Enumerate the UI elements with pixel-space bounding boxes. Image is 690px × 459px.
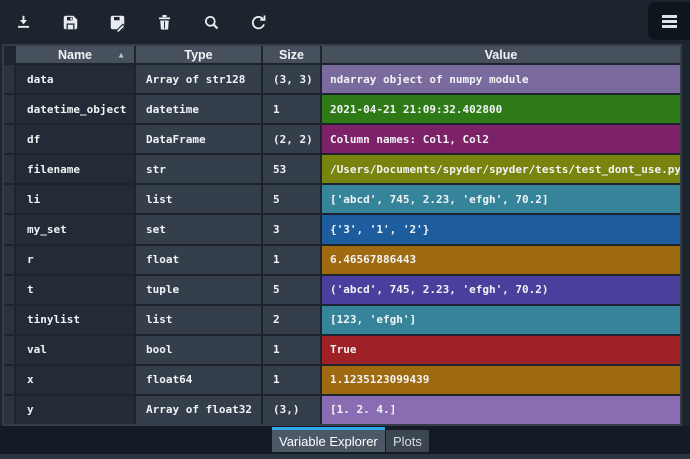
save-data-button[interactable] xyxy=(54,6,86,38)
import-data-icon xyxy=(14,13,33,32)
variable-size-cell[interactable]: 5 xyxy=(263,276,320,304)
variable-name-cell[interactable]: df xyxy=(16,125,134,153)
variable-name-cell[interactable]: filename xyxy=(16,155,134,183)
column-header-size-label: Size xyxy=(279,48,304,62)
tab-plots[interactable]: Plots xyxy=(386,430,429,452)
variable-name-cell[interactable]: x xyxy=(16,366,134,394)
import-data-button[interactable] xyxy=(7,6,39,38)
column-header-name[interactable]: Name ▲ xyxy=(16,46,134,63)
variable-value-cell[interactable]: {'3', '1', '2'} xyxy=(322,215,680,243)
column-header-size[interactable]: Size xyxy=(263,46,320,63)
variable-type-cell[interactable]: list xyxy=(136,185,261,213)
variable-name-cell[interactable]: t xyxy=(16,276,134,304)
variable-value-cell[interactable]: 1.1235123099439 xyxy=(322,366,680,394)
variable-type-cell[interactable]: Array of str128 xyxy=(136,65,261,93)
variable-type-cell[interactable]: bool xyxy=(136,336,261,364)
row-header[interactable] xyxy=(4,155,14,183)
variable-value-cell[interactable]: ['abcd', 745, 2.23, 'efgh', 70.2] xyxy=(322,185,680,213)
row-header[interactable] xyxy=(4,65,14,93)
row-header[interactable] xyxy=(4,95,14,123)
variable-value-cell[interactable]: 6.46567886443 xyxy=(322,246,680,274)
refresh-variables-button[interactable] xyxy=(242,6,274,38)
variable-name-cell[interactable]: my_set xyxy=(16,215,134,243)
row-header[interactable] xyxy=(4,215,14,243)
row-header[interactable] xyxy=(4,336,14,364)
variable-size-cell[interactable]: 1 xyxy=(263,336,320,364)
variable-size-cell[interactable]: (3, 3) xyxy=(263,65,320,93)
variable-type-cell[interactable]: datetime xyxy=(136,95,261,123)
variable-size-cell[interactable]: 5 xyxy=(263,185,320,213)
row-header[interactable] xyxy=(4,185,14,213)
variable-size-cell[interactable]: 1 xyxy=(263,246,320,274)
variable-name-cell[interactable]: y xyxy=(16,396,134,424)
variable-size-cell[interactable]: (3,) xyxy=(263,396,320,424)
variable-name-cell[interactable]: li xyxy=(16,185,134,213)
variable-name-cell[interactable]: val xyxy=(16,336,134,364)
variable-value-cell[interactable]: [123, 'efgh'] xyxy=(322,306,680,334)
variable-value-cell[interactable]: 2021-04-21 21:09:32.402800 xyxy=(322,95,680,123)
variable-name-cell[interactable]: r xyxy=(16,246,134,274)
row-header[interactable] xyxy=(4,125,14,153)
variable-type-cell[interactable]: list xyxy=(136,306,261,334)
variable-explorer-toolbar xyxy=(0,0,690,44)
search-icon xyxy=(202,13,221,32)
variable-type-cell[interactable]: float xyxy=(136,246,261,274)
variable-type-cell[interactable]: set xyxy=(136,215,261,243)
save-data-icon xyxy=(61,13,80,32)
row-header[interactable] xyxy=(4,306,14,334)
row-header[interactable] xyxy=(4,246,14,274)
row-header[interactable] xyxy=(4,366,14,394)
save-data-as-button[interactable] xyxy=(101,6,133,38)
variable-value-cell[interactable]: Column names: Col1, Col2 xyxy=(322,125,680,153)
hamburger-menu-icon xyxy=(662,15,677,28)
options-menu-button[interactable] xyxy=(648,2,690,40)
pane-tabbar: Variable Explorer Plots xyxy=(0,426,690,454)
row-header[interactable] xyxy=(4,396,14,424)
variable-size-cell[interactable]: 2 xyxy=(263,306,320,334)
remove-all-variables-button[interactable] xyxy=(148,6,180,38)
variable-value-cell[interactable]: [1. 2. 4.] xyxy=(322,396,680,424)
search-variables-button[interactable] xyxy=(195,6,227,38)
variable-value-cell[interactable]: ('abcd', 745, 2.23, 'efgh', 70.2) xyxy=(322,276,680,304)
variable-value-cell[interactable]: /Users/Documents/spyder/spyder/tests/tes… xyxy=(322,155,680,183)
variable-name-cell[interactable]: data xyxy=(16,65,134,93)
refresh-icon xyxy=(249,13,268,32)
variable-name-cell[interactable]: tinylist xyxy=(16,306,134,334)
column-header-value-label: Value xyxy=(485,48,518,62)
variable-value-cell[interactable]: True xyxy=(322,336,680,364)
column-header-name-label: Name xyxy=(58,48,92,62)
variable-size-cell[interactable]: 1 xyxy=(263,95,320,123)
tab-variable-explorer[interactable]: Variable Explorer xyxy=(272,427,385,452)
variable-size-cell[interactable]: (2, 2) xyxy=(263,125,320,153)
column-header-type[interactable]: Type xyxy=(136,46,261,63)
variable-type-cell[interactable]: tuple xyxy=(136,276,261,304)
variable-value-cell[interactable]: ndarray object of numpy module xyxy=(322,65,680,93)
variable-size-cell[interactable]: 53 xyxy=(263,155,320,183)
sort-ascending-icon: ▲ xyxy=(117,50,125,59)
variable-size-cell[interactable]: 1 xyxy=(263,366,320,394)
column-header-type-label: Type xyxy=(184,48,212,62)
save-data-as-icon xyxy=(108,13,127,32)
column-header-value[interactable]: Value xyxy=(322,46,680,63)
variable-size-cell[interactable]: 3 xyxy=(263,215,320,243)
variable-type-cell[interactable]: float64 xyxy=(136,366,261,394)
variable-type-cell[interactable]: str xyxy=(136,155,261,183)
variable-explorer-table: Name ▲ Type Size Value data Array of str… xyxy=(2,44,682,426)
row-header[interactable] xyxy=(4,276,14,304)
variable-type-cell[interactable]: DataFrame xyxy=(136,125,261,153)
variable-name-cell[interactable]: datetime_object xyxy=(16,95,134,123)
bottom-status-strip xyxy=(0,454,690,459)
remove-variables-icon xyxy=(155,13,174,32)
variable-type-cell[interactable]: Array of float32 xyxy=(136,396,261,424)
table-corner-button[interactable] xyxy=(4,46,14,63)
